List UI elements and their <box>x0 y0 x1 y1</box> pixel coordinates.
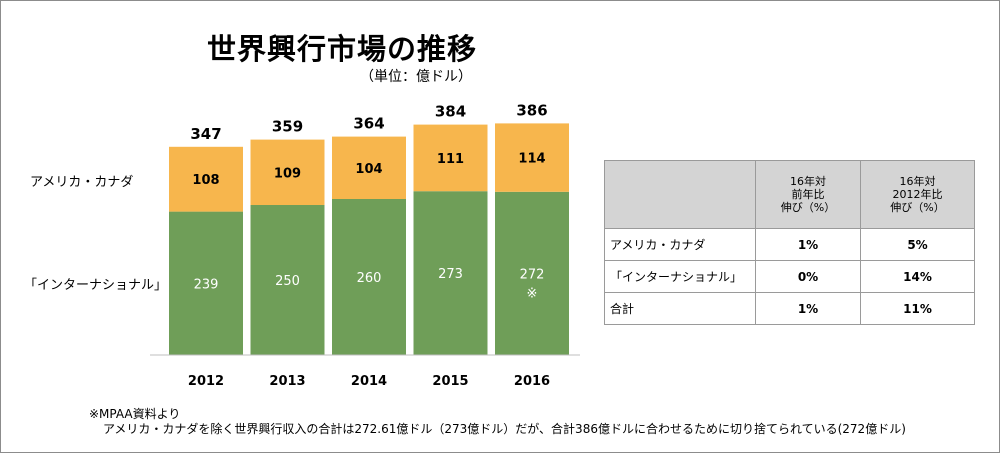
annotation-mark: ※ <box>527 286 538 301</box>
header-text: 16年対 <box>790 175 826 188</box>
data-label-america-canada: 111 <box>437 152 464 167</box>
header-text: 前年比 <box>791 188 825 201</box>
header-text: 伸び（%） <box>890 201 945 214</box>
bar-america-canada <box>495 123 569 192</box>
data-label-international: 250 <box>275 274 300 289</box>
table-row: 「インターナショナル」 0% 14% <box>604 260 975 293</box>
total-label: 347 <box>190 125 221 143</box>
row-label: アメリカ・カナダ <box>604 228 756 261</box>
data-label-america-canada: 114 <box>518 152 545 167</box>
data-label-international: 273 <box>438 267 463 282</box>
bars-group: 239 108 347 2012 250 109 359 2013 260 104 364 2014 2… <box>169 101 569 389</box>
row-vs2012: 14% <box>860 260 975 293</box>
table-row: アメリカ・カナダ 1% 5% <box>604 228 975 261</box>
growth-table: 16年対 前年比 伸び（%） 16年対 2012年比 伸び（%） アメリカ・カナ… <box>604 160 975 325</box>
x-tick-label: 2015 <box>432 374 468 389</box>
total-label: 364 <box>353 115 384 133</box>
bar-international <box>169 211 243 355</box>
header-text: 16年対 <box>899 175 936 188</box>
x-tick-label: 2012 <box>188 374 224 389</box>
stacked-bar-chart: 239 108 347 2012 250 109 359 2013 260 104 364 2014 2… <box>24 101 580 389</box>
total-label: 386 <box>516 101 547 119</box>
row-yoy: 1% <box>755 228 861 261</box>
data-label-america-canada: 109 <box>274 166 301 181</box>
data-label-international: 260 <box>357 271 382 286</box>
chart-title: 世界興行市場の推移 <box>207 32 478 66</box>
table-row: 合計 1% 11% <box>604 292 975 325</box>
bar-international <box>413 191 488 355</box>
row-vs2012: 5% <box>860 228 975 261</box>
table-header-row: 16年対 前年比 伸び（%） 16年対 2012年比 伸び（%） <box>604 160 975 229</box>
legend-label-america-canada: アメリカ・カナダ <box>30 175 133 190</box>
total-label: 384 <box>435 103 466 121</box>
footnote: アメリカ・カナダを除く世界興行収入の合計は272.61億ドル（273億ドル）だが… <box>103 422 906 436</box>
data-label-international: 272 <box>520 267 545 282</box>
data-label-america-canada: 104 <box>355 162 382 177</box>
legend-label-international: 「インターナショナル」 <box>24 278 167 293</box>
bar-america-canada <box>169 146 243 212</box>
table-header-vs2012: 16年対 2012年比 伸び（%） <box>860 160 975 229</box>
row-label: 「インターナショナル」 <box>604 260 756 293</box>
bar-international <box>250 205 325 355</box>
row-yoy: 0% <box>755 260 861 293</box>
header-text: 伸び（%） <box>780 201 836 214</box>
row-label: 合計 <box>604 292 756 325</box>
bar-america-canada <box>332 136 406 199</box>
header-text: 2012年比 <box>892 188 943 201</box>
bar-international <box>495 191 569 355</box>
x-tick-label: 2014 <box>351 374 387 389</box>
unit-label: （単位：億ドル） <box>360 69 472 85</box>
bar-international <box>332 199 406 355</box>
table-header-yoy: 16年対 前年比 伸び（%） <box>755 160 861 229</box>
row-vs2012: 11% <box>860 292 975 325</box>
bar-america-canada <box>250 139 325 205</box>
table-header-corner <box>604 160 756 229</box>
x-tick-label: 2013 <box>269 374 305 389</box>
data-label-america-canada: 108 <box>192 173 219 188</box>
data-label-international: 239 <box>194 277 219 292</box>
row-yoy: 1% <box>755 292 861 325</box>
total-label: 359 <box>272 118 303 136</box>
x-tick-label: 2016 <box>514 374 550 389</box>
bar-america-canada <box>413 124 488 192</box>
source-note: ※MPAA資料より <box>89 407 181 421</box>
